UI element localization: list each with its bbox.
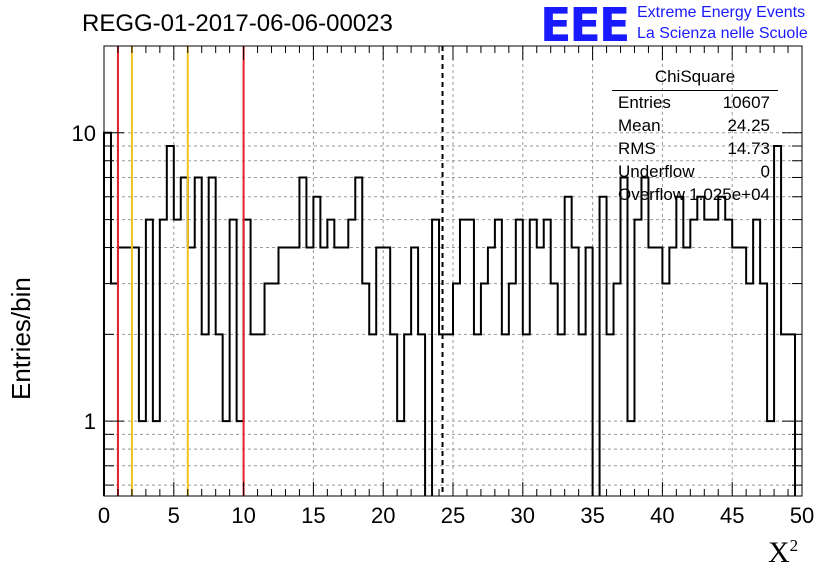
x-tick-label: 15: [301, 503, 325, 528]
stats-label: Overflow: [618, 185, 686, 204]
stats-label: Underflow: [618, 162, 695, 181]
stats-value: 0: [760, 162, 770, 181]
y-tick-label: 1: [84, 409, 96, 434]
x-tick-label: 5: [168, 503, 180, 528]
x-tick-label: 20: [371, 503, 395, 528]
stats-row-rms: RMS 14.73: [618, 139, 770, 163]
x-tick-label: 25: [441, 503, 465, 528]
stats-value: 1.025e+04: [689, 185, 770, 204]
stats-row-mean: Mean 24.25: [618, 116, 770, 140]
stats-value: 14.73: [727, 139, 770, 158]
x-tick-label: 45: [720, 503, 744, 528]
eee-logo: EEE Extreme Energy Events La Scienza nel…: [540, 0, 834, 52]
chart-title: REGG-01-2017-06-06-00023: [82, 10, 393, 37]
stats-row-overflow: Overflow 1.025e+04: [618, 185, 770, 209]
x-tick-label: 35: [580, 503, 604, 528]
stats-divider: [612, 90, 778, 91]
x-axis-label: X2: [768, 536, 799, 569]
logo-mark: EEE: [540, 0, 630, 52]
stats-row-underflow: Underflow 0: [618, 162, 770, 186]
y-tick-label: 10: [72, 121, 96, 146]
histogram-line: [103, 131, 797, 496]
stats-label: RMS: [618, 139, 656, 158]
x-tick-label: 40: [650, 503, 674, 528]
logo-line-2: La Scienza nelle Scuole: [637, 25, 808, 42]
stats-row-entries: Entries 10607: [618, 93, 770, 117]
stats-title: ChiSquare: [654, 67, 736, 86]
logo-line-1: Extreme Energy Events: [637, 4, 806, 21]
x-tick-label: 50: [790, 503, 814, 528]
stats-value: 10607: [722, 93, 770, 112]
stats-label: Mean: [618, 116, 661, 135]
stats-box: ChiSquare Entries 10607 Mean 24.25 RMS 1…: [612, 64, 780, 214]
stats-value: 24.25: [727, 116, 770, 135]
stats-label: Entries: [618, 93, 671, 112]
x-tick-label: 0: [98, 503, 110, 528]
x-tick-label: 10: [231, 503, 255, 528]
x-tick-label: 30: [511, 503, 535, 528]
